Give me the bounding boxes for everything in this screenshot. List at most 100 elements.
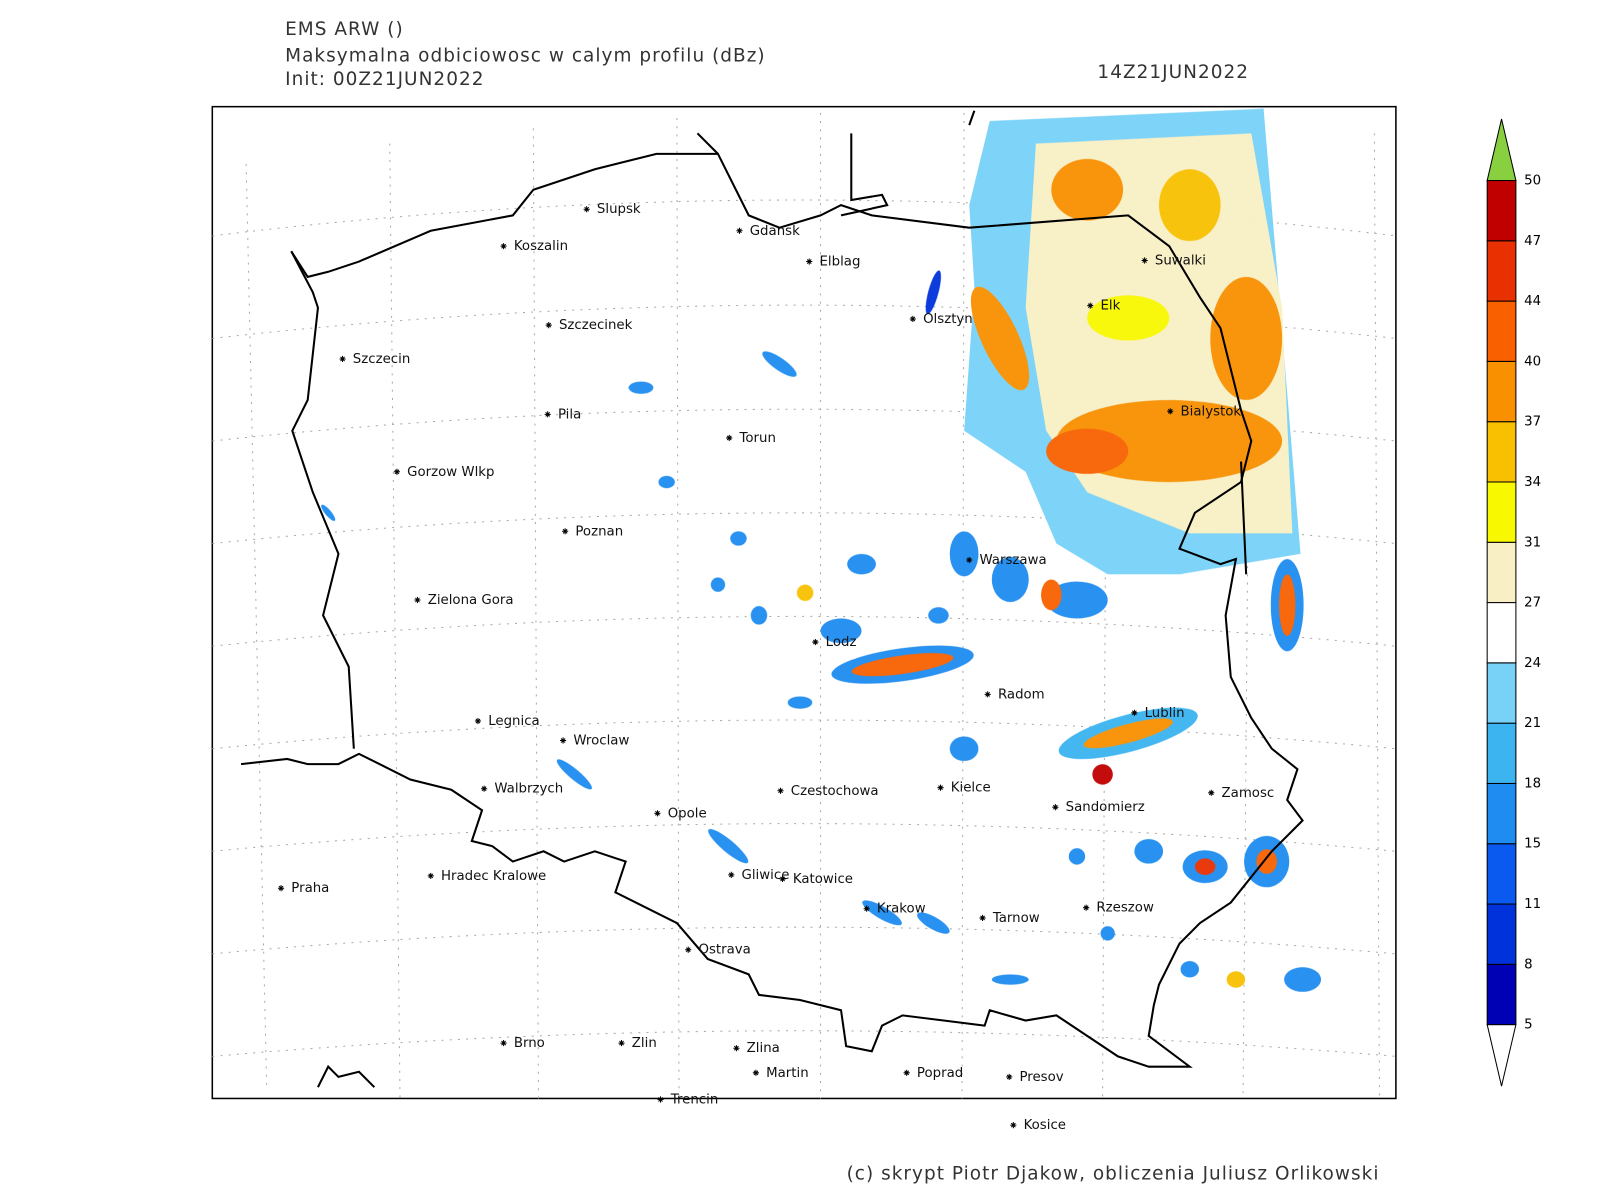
city-label: Sandomierz: [1066, 800, 1145, 815]
colorbar-over: [1486, 118, 1517, 182]
colorbar-label: 8: [1524, 957, 1532, 972]
map: Slupsk Koszalin Gdansk Elblag Szczecinek Szcz…: [211, 105, 1397, 1133]
colorbar-bin: [1486, 963, 1517, 1026]
city-marker: [1006, 1073, 1013, 1080]
city-label: Olsztyn: [923, 312, 973, 327]
colorbar-bin: [1486, 240, 1517, 302]
colorbar-bin: [1486, 180, 1517, 242]
city-label: Radom: [998, 687, 1045, 702]
city-marker: [474, 717, 482, 725]
city-marker: [1141, 257, 1148, 264]
city-marker: [736, 227, 743, 234]
city-marker: [1208, 789, 1215, 796]
colorbar-label: 40: [1524, 354, 1541, 369]
city-label: Kielce: [951, 781, 991, 796]
city-label: Legnica: [488, 714, 540, 729]
city-marker: [427, 872, 434, 879]
city-marker: [339, 355, 346, 363]
city-marker: [583, 206, 590, 213]
colorbar-bin: [1486, 662, 1517, 724]
city-marker: [863, 905, 870, 912]
city-label: Koszalin: [514, 239, 568, 254]
city-marker: [728, 871, 735, 878]
city-marker: [909, 315, 916, 323]
colorbar: 5 8 11 15 18 21 24 27 31 34 37 40 44 47 50: [1486, 118, 1541, 1087]
city-marker: [562, 528, 569, 535]
footer-credit: (c) skrypt Piotr Djakow, obliczenia Juli…: [847, 1163, 1380, 1184]
city-label: Lublin: [1145, 706, 1185, 721]
city-label: Lodz: [826, 635, 857, 650]
city-label: Katowice: [793, 872, 853, 887]
city-label: Krakow: [877, 902, 926, 917]
valid-time: 14Z21JUN2022: [1097, 62, 1249, 83]
city-label: Hradec Kralowe: [441, 869, 546, 884]
colorbar-label: 24: [1524, 656, 1541, 671]
city-label: Elk: [1101, 299, 1121, 314]
map-title: Maksymalna odbiciowosc w calym profilu (…: [285, 46, 766, 67]
colorbar-label: 21: [1524, 716, 1541, 731]
city-marker: [560, 737, 567, 744]
city-marker: [500, 1040, 507, 1047]
city-label: Slupsk: [597, 202, 641, 217]
precipitation: [321, 108, 1322, 992]
city-label: Kosice: [1024, 1118, 1066, 1133]
city-marker: [1052, 804, 1059, 811]
city-label: Trencin: [670, 1092, 719, 1107]
colorbar-bin: [1486, 541, 1517, 604]
city-marker: [393, 468, 400, 475]
city-marker: [752, 1069, 759, 1076]
city-marker: [733, 1045, 740, 1052]
city-label: Czestochowa: [791, 784, 879, 799]
colorbar-label: 37: [1524, 415, 1541, 430]
city-label: Brno: [514, 1036, 545, 1051]
colorbar-label: 31: [1524, 535, 1541, 550]
city-marker: [545, 322, 552, 329]
city-marker: [618, 1040, 625, 1047]
colorbar-bin: [1486, 843, 1517, 905]
colorbar-label: 44: [1524, 294, 1541, 309]
colorbar-label: 15: [1524, 837, 1541, 852]
init-label: Init: 00Z21JUN2022: [285, 69, 484, 90]
city-marker: [685, 946, 692, 953]
city-marker: [777, 787, 784, 794]
colorbar-label: 5: [1524, 1018, 1532, 1033]
colorbar-bin: [1486, 300, 1517, 362]
city-label: Zlin: [632, 1036, 657, 1051]
city-label: Ostrava: [698, 943, 750, 958]
model-label: EMS ARW (): [285, 19, 404, 40]
colorbar-bin: [1486, 722, 1517, 784]
city-label: Gorzow Wlkp: [407, 465, 494, 480]
city-label: Warszawa: [979, 553, 1046, 568]
city-marker: [812, 638, 819, 646]
city-label: Presov: [1019, 1070, 1063, 1085]
city-marker: [779, 875, 786, 883]
city-marker: [979, 914, 986, 922]
city-marker: [277, 885, 285, 892]
city-label: Praha: [291, 881, 329, 896]
city-label: Poznan: [575, 524, 623, 539]
colorbar-bin: [1486, 602, 1517, 664]
city-marker: [1010, 1122, 1017, 1129]
city-marker: [1131, 709, 1138, 716]
city-label: Martin: [766, 1066, 809, 1081]
city-marker: [414, 596, 421, 604]
city-labels: Slupsk Koszalin Gdansk Elblag Szczecinek Szcz…: [277, 202, 1275, 1133]
colorbar-bin: [1486, 782, 1517, 845]
colorbar-label: 50: [1524, 174, 1541, 189]
colorbar-bin: [1486, 481, 1517, 543]
city-marker: [966, 556, 973, 564]
city-label: Torun: [738, 431, 775, 446]
city-marker: [657, 1096, 664, 1103]
city-label: Zamosc: [1222, 786, 1275, 801]
city-marker: [481, 785, 488, 792]
city-label: Gdansk: [750, 224, 800, 239]
colorbar-label: 11: [1524, 897, 1541, 912]
city-label: Suwalki: [1155, 254, 1206, 269]
city-label: Zlina: [747, 1041, 780, 1056]
city-label: Wroclaw: [573, 734, 629, 749]
city-marker: [806, 258, 813, 265]
colorbar-bin: [1486, 360, 1517, 423]
city-label: Elblag: [819, 255, 860, 270]
